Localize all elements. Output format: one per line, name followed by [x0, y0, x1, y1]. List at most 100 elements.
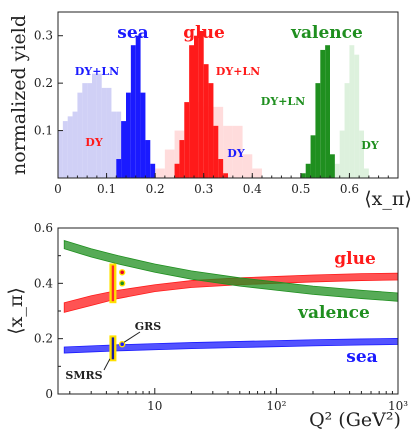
glue-dyln-bar — [213, 125, 219, 178]
bottom-xlabel: Q² (GeV²) — [309, 409, 401, 431]
sea-dy-bar — [92, 73, 97, 178]
sea-dy-bar — [67, 116, 73, 178]
sea-dy-bar — [101, 87, 107, 178]
valence-dyln-bar — [330, 154, 335, 178]
label-valence: valence — [290, 23, 363, 43]
valence-dy-bar — [334, 163, 340, 178]
bottom-ytick-label: 0.4 — [34, 276, 53, 290]
top-ytick-label: 0.3 — [34, 29, 53, 43]
sea-dy-bar — [87, 83, 92, 178]
label-sea-band: sea — [346, 347, 377, 367]
grs-pointer-line — [123, 331, 141, 343]
sea-dyln-bar — [135, 35, 141, 179]
top-histogram-panel: 0 0.1 0.2 0.3 0.4 0.5 0.6 0.1 0.2 0.3 normalized … — [8, 11, 412, 210]
valence-dyln-bar — [320, 49, 326, 178]
label-smrs: SMRS — [65, 369, 102, 382]
valence-dyln-bar — [300, 173, 306, 178]
top-xtick-label: 0.5 — [291, 182, 310, 196]
glue-dyln-bar — [198, 30, 204, 178]
grs-marker-point — [120, 270, 124, 275]
top-xtick-label: 0 — [54, 182, 62, 196]
top-ytick-label: 0.2 — [34, 76, 53, 90]
glue-dy-bar — [164, 149, 175, 178]
valence-dy-bar — [349, 45, 355, 179]
label-sea-dy: DY — [85, 136, 103, 149]
top-xtick-label: 0.2 — [146, 182, 165, 196]
glue-dyln-bar — [189, 45, 194, 179]
grs-marker-point — [120, 281, 124, 286]
glue-dyln-bar — [184, 102, 190, 178]
sea-dyln-bar — [121, 121, 126, 178]
label-glue: glue — [183, 23, 225, 43]
sea-dy-bar — [96, 73, 102, 178]
sea-dy-bar — [72, 111, 78, 178]
glue-dyln-bar — [208, 83, 214, 178]
bottom-ylabel: ⟨x_π⟩ — [5, 287, 27, 335]
top-plot-frame — [57, 11, 399, 179]
valence-dy-bar — [359, 130, 364, 178]
valence-dy-bar — [339, 130, 345, 178]
bottom-xtick-label: 10³ — [388, 399, 408, 413]
label-grs: GRS — [135, 320, 162, 333]
label-glue-band: glue — [334, 249, 376, 269]
glue-dyln-bar — [179, 140, 185, 178]
valence-dyln-bar — [315, 83, 321, 178]
glue-dyln-bar — [223, 173, 228, 178]
sea-dy-bar — [111, 111, 117, 178]
sea-dyln-bar — [116, 159, 122, 178]
top-ticks: 0 0.1 0.2 0.3 0.4 0.5 0.6 0.1 0.2 0.3 — [34, 29, 399, 196]
sea-dy-bar — [77, 92, 83, 178]
smrs-pointer-line — [103, 358, 111, 371]
label-sea: sea — [117, 23, 148, 43]
bottom-ytick-label: 0 — [45, 387, 53, 401]
label-glue-dyln: DY+LN — [216, 65, 260, 78]
glue-dyln-bar — [194, 35, 199, 179]
sea-dy-bar — [116, 111, 122, 178]
valence-dy-bar — [344, 83, 350, 178]
glue-dyln-bar — [174, 163, 180, 178]
bottom-ytick-label: 0.6 — [34, 221, 53, 235]
top-ylabel: normalized yield — [8, 15, 30, 175]
range-marker-bar — [111, 265, 115, 302]
bottom-xtick-label: 10 — [147, 399, 162, 413]
valence-dy-bar — [364, 168, 369, 178]
valence-dyln-bar — [305, 163, 311, 178]
top-histogram-bars — [58, 30, 369, 179]
grs-marker-point — [120, 342, 124, 347]
valence-dyln-bar — [310, 135, 316, 178]
valence-dyln-bar — [325, 45, 330, 179]
sea-dy-bar — [106, 87, 112, 178]
glue-dy-bar — [174, 130, 185, 178]
sea-dy-bar — [62, 121, 68, 178]
sea-dy-bar — [58, 130, 63, 178]
top-xtick-label: 0.1 — [97, 182, 116, 196]
bottom-ticks: 10 10² 10³ 0 0.2 0.4 0.6 — [34, 221, 408, 413]
glue-dy-bar — [155, 168, 165, 178]
sea-dyln-bar — [150, 163, 156, 178]
top-xlabel: ⟨x_π⟩ — [364, 188, 412, 210]
top-xtick-label: 0.3 — [194, 182, 213, 196]
glue-dy-bar — [252, 168, 262, 178]
label-glue-dy: DY — [227, 147, 245, 160]
label-valence-band: valence — [297, 303, 370, 323]
top-xtick-label: 0.6 — [340, 182, 359, 196]
label-valence-dyln: DY+LN — [261, 95, 305, 108]
sea-dy-bar — [82, 83, 88, 178]
bottom-ytick-label: 0.2 — [34, 332, 53, 346]
bottom-xtick-label: 10² — [266, 399, 286, 413]
sea-dyln-bar — [130, 45, 136, 179]
top-ytick-label: 0.1 — [34, 124, 53, 138]
sea-dyln-bar — [145, 140, 151, 178]
glue-dy-bar — [232, 125, 243, 178]
glue-dy-bar — [223, 125, 233, 178]
sea-dyln-bar — [126, 92, 131, 178]
glue-dyln-bar — [203, 64, 209, 178]
label-sea-dyln: DY+LN — [75, 65, 119, 78]
top-xtick-label: 0.4 — [243, 182, 262, 196]
valence-dy-bar — [354, 54, 360, 178]
range-marker-bar — [111, 337, 115, 360]
label-valence-dy: DY — [361, 139, 379, 152]
glue-dyln-bar — [218, 159, 224, 178]
